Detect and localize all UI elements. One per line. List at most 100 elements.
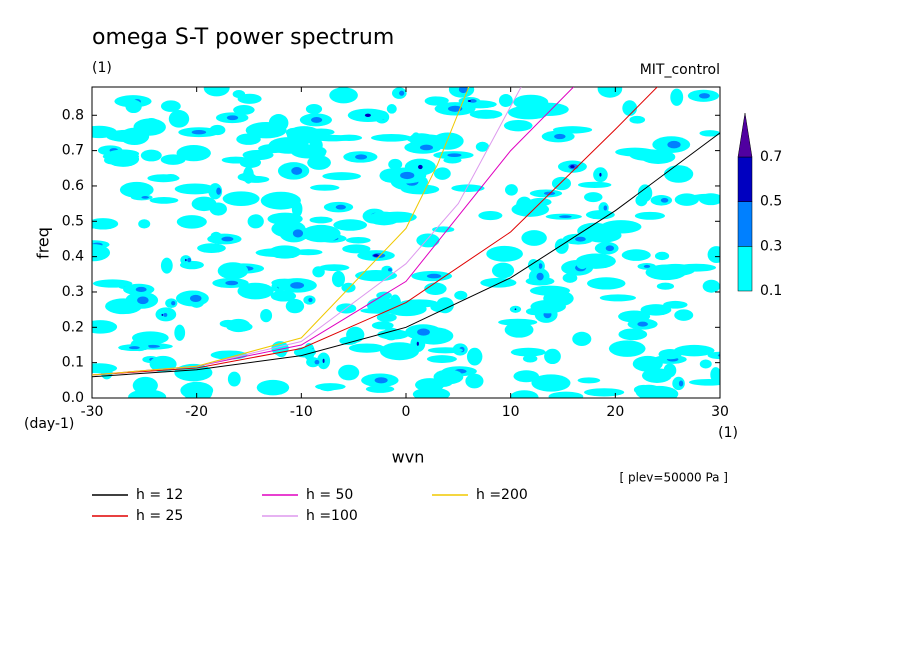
contour-blob <box>168 110 190 128</box>
contour-blob <box>585 210 615 220</box>
contour-blob <box>291 166 303 175</box>
contour-blob <box>521 230 547 246</box>
x-unit: (1) <box>718 425 738 441</box>
y-tick-label: 0.2 <box>62 319 84 335</box>
contour-blob <box>256 379 290 396</box>
contour-blob <box>270 290 297 302</box>
contour-blob <box>128 389 167 398</box>
contour-blob <box>504 322 534 338</box>
legend-label: h = 25 <box>136 508 183 524</box>
contour-blob <box>312 266 325 278</box>
contour-blob <box>233 105 255 115</box>
contour-blob <box>338 364 360 381</box>
contour-blob <box>577 377 601 384</box>
contour-blob <box>388 268 392 272</box>
contour-blob <box>416 341 419 346</box>
contour-blob <box>465 373 484 389</box>
contour-blob <box>538 263 543 269</box>
subtitle: (1) <box>92 60 112 76</box>
contour-blob <box>92 279 133 288</box>
contour-blob <box>100 365 113 380</box>
contour-blob <box>346 326 365 343</box>
contour-blob <box>527 258 540 272</box>
contour-blob <box>433 369 464 385</box>
legend-label: h =100 <box>306 508 358 524</box>
contour-blob <box>663 363 677 378</box>
contour-blob <box>674 309 694 321</box>
contour-blob <box>640 304 672 316</box>
contour-blob <box>491 262 515 279</box>
contour-blob <box>386 301 427 317</box>
dispersion-curve <box>92 87 658 376</box>
contour-blob <box>174 183 216 195</box>
contour-blob <box>128 346 140 350</box>
contour-blob <box>247 214 264 229</box>
contour-blob <box>498 94 513 107</box>
contour-blob <box>291 200 303 218</box>
contour-blob <box>599 172 602 177</box>
contour-blob <box>399 90 405 96</box>
contour-blob <box>189 294 202 302</box>
contour-blob <box>576 258 589 270</box>
contour-blob <box>185 258 187 262</box>
dispersion-curve <box>92 132 720 378</box>
contour-blob <box>447 153 462 157</box>
contour-blob <box>209 202 227 216</box>
contour-blob <box>174 363 213 382</box>
colorbar-box <box>737 201 753 247</box>
contour-blob <box>672 376 685 391</box>
contour-blob <box>137 296 149 305</box>
contour-blob <box>688 378 720 386</box>
contour-blob <box>674 193 699 206</box>
contour-blob <box>656 282 675 290</box>
colorbar-label: 0.3 <box>760 238 782 254</box>
contour-blob <box>293 249 323 256</box>
contour-blob <box>290 282 305 289</box>
contour-blob <box>203 87 230 97</box>
contour-blob <box>245 122 287 139</box>
contour-blob <box>451 184 485 192</box>
contour-blob <box>618 328 648 341</box>
colorbar-label: 0.7 <box>760 149 782 165</box>
colorbar-box <box>737 156 753 202</box>
y-tick-label: 0.4 <box>62 249 84 265</box>
contour-blob <box>292 229 304 238</box>
contour-blob <box>562 273 578 283</box>
contour-blob <box>217 262 249 280</box>
x-axis-label: wvn <box>392 448 425 467</box>
contour-blob <box>221 236 234 242</box>
legend-label: h =200 <box>476 487 528 503</box>
contour-blob <box>382 327 400 341</box>
contour-blob <box>699 359 712 369</box>
contour-blob <box>310 184 340 191</box>
legend-label: h = 50 <box>306 487 353 503</box>
contour-blob <box>514 308 517 311</box>
contour-blob <box>426 273 442 279</box>
contour-blob <box>374 377 388 384</box>
x-tick-label: 10 <box>502 404 520 420</box>
contour-blob <box>699 130 720 137</box>
contour-blob <box>171 301 176 306</box>
contour-blob <box>525 307 543 316</box>
contour-blob <box>529 285 571 296</box>
contour-blob <box>119 181 154 198</box>
contour-blob <box>698 193 720 206</box>
contour-blob <box>436 297 454 314</box>
x-tick-label: -20 <box>185 404 208 420</box>
contour-blob <box>336 134 363 141</box>
contour-blob <box>107 149 140 158</box>
annotation: [ plev=50000 Pa ] <box>619 471 728 485</box>
contour-blob <box>163 312 168 317</box>
contour-blob <box>575 236 586 242</box>
contour-blob <box>348 343 385 353</box>
contour-blob <box>447 105 463 112</box>
contour-blob <box>140 149 162 162</box>
contour-blob <box>536 272 544 281</box>
contour-blob <box>632 355 663 372</box>
contour-blob <box>355 154 368 160</box>
contour-blob <box>554 133 566 140</box>
contour-blob <box>469 99 477 103</box>
contour-blob <box>92 320 118 334</box>
contour-blob <box>305 103 323 115</box>
